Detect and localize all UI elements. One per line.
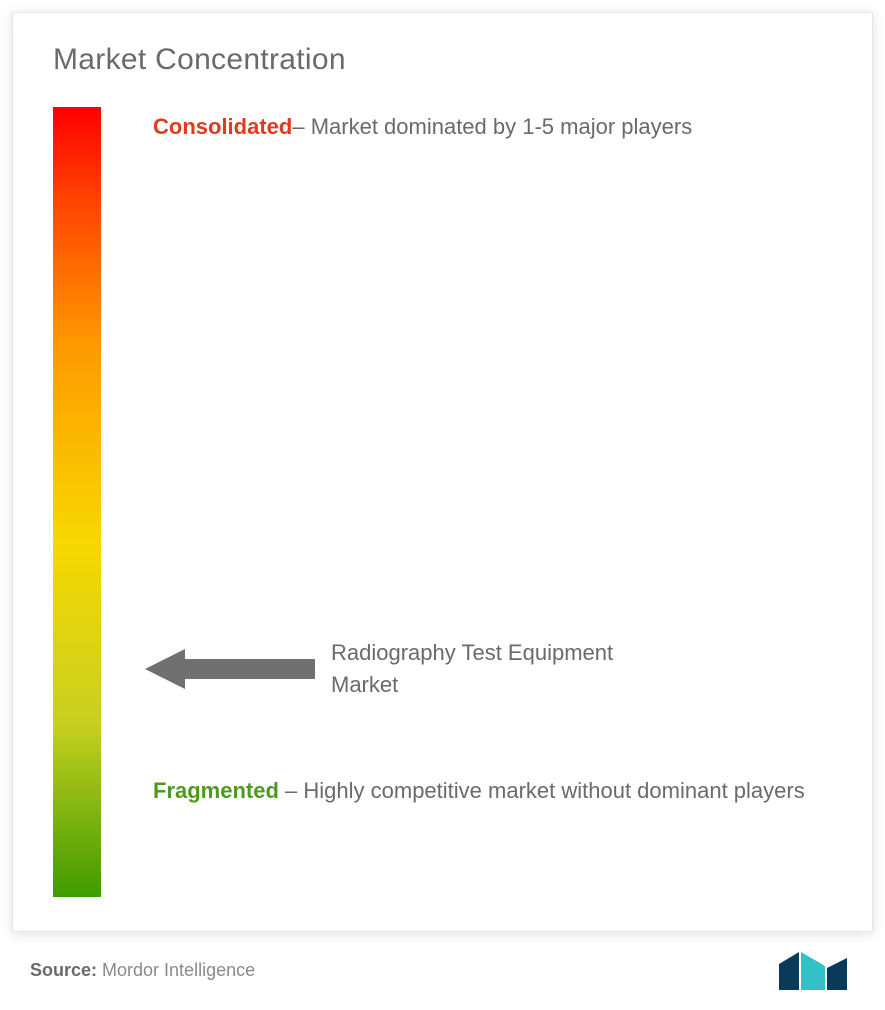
pointer-label: Radiography Test Equipment Market [331,637,631,701]
content-area: Consolidated– Market dominated by 1-5 ma… [53,107,832,907]
fragmented-desc: – Highly competitive market without domi… [279,778,805,803]
arrow-shape [145,649,315,689]
consolidated-label: Consolidated– Market dominated by 1-5 ma… [153,103,833,151]
page-title: Market Concentration [53,43,832,77]
consolidated-term: Consolidated [153,114,292,139]
infographic-card: Market Concentration Consolidated– Marke… [12,12,873,932]
source-label: Source: [30,960,97,980]
fragmented-term: Fragmented [153,778,279,803]
mordor-logo-icon [775,950,855,990]
arrow-left-icon [145,644,315,694]
consolidated-desc: – Market dominated by 1-5 major players [292,114,692,139]
logo-bars [779,952,847,990]
footer: Source: Mordor Intelligence [30,950,855,990]
fragmented-label: Fragmented – Highly competitive market w… [153,767,833,815]
market-pointer: Radiography Test Equipment Market [145,637,631,701]
concentration-gradient-bar [53,107,101,897]
source-line: Source: Mordor Intelligence [30,960,255,981]
source-value: Mordor Intelligence [97,960,255,980]
